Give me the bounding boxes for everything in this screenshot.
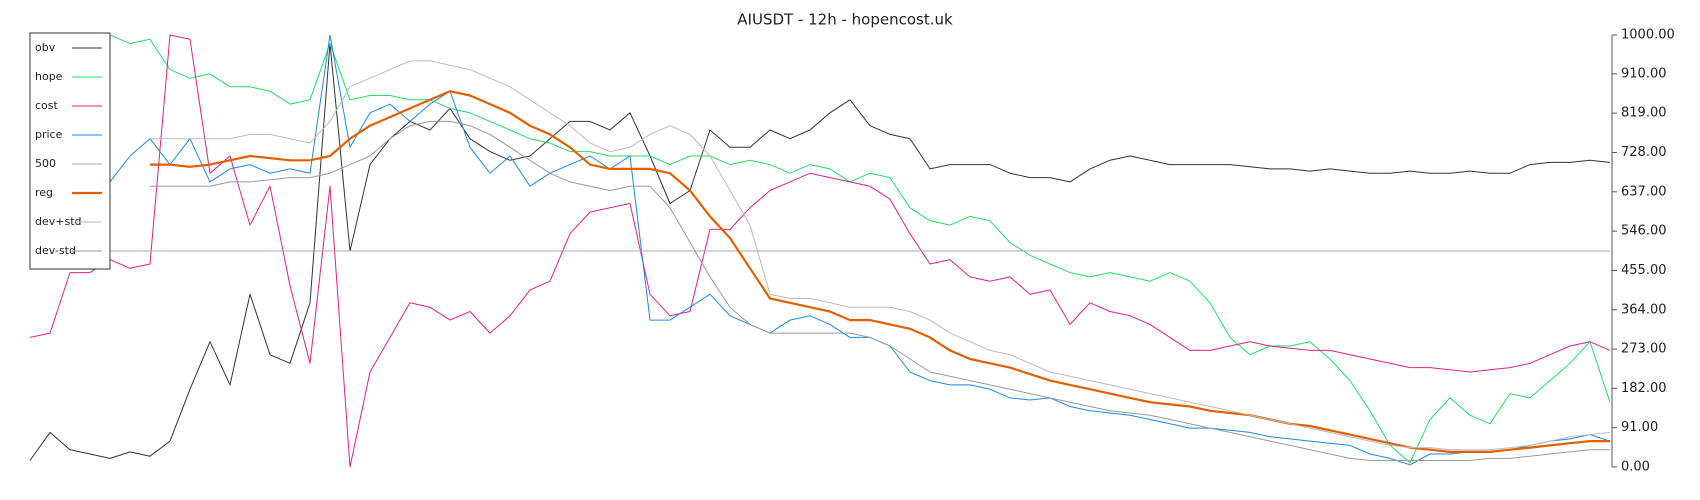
legend-label: reg	[35, 186, 53, 199]
series-line	[29, 34, 1611, 468]
legend-box	[29, 32, 111, 270]
series-line	[150, 60, 1611, 451]
y-tick-label: 0.00	[1621, 460, 1650, 475]
series-line	[150, 120, 1610, 461]
legend-label: 500	[35, 157, 56, 170]
legend-label: dev+std	[35, 215, 82, 228]
legend-label: cost	[35, 99, 59, 112]
y-tick-label: 364.00	[1621, 302, 1667, 317]
y-tick-label: 546.00	[1621, 224, 1667, 239]
y-tick-label: 637.00	[1621, 184, 1667, 199]
series-line	[150, 90, 1610, 453]
legend-label: dev-std	[35, 244, 76, 257]
legend: obv hope cost price 500 reg dev+std dev-std	[29, 32, 111, 270]
series-line	[29, 43, 1611, 461]
chart-title: AIUSDT - 12h - hopencost.uk	[737, 11, 953, 29]
y-tick-label: 273.00	[1621, 342, 1667, 357]
y-axis: 0.00 91.00 182.00 273.00 364.00 455.00 546.00 6…	[1611, 28, 1675, 475]
y-tick-label: 91.00	[1621, 420, 1658, 435]
legend-label: price	[35, 128, 63, 141]
y-tick-label: 910.00	[1621, 66, 1667, 81]
plot-area	[29, 34, 1611, 468]
series-line	[29, 34, 1611, 466]
y-tick-label: 1000.00	[1621, 28, 1675, 43]
y-tick-label: 455.00	[1621, 263, 1667, 278]
series-line	[29, 34, 1611, 464]
y-tick-label: 182.00	[1621, 381, 1667, 396]
legend-label: hope	[35, 70, 63, 83]
y-tick-label: 819.00	[1621, 106, 1667, 121]
legend-label: obv	[35, 41, 56, 54]
y-tick-label: 728.00	[1621, 145, 1667, 160]
